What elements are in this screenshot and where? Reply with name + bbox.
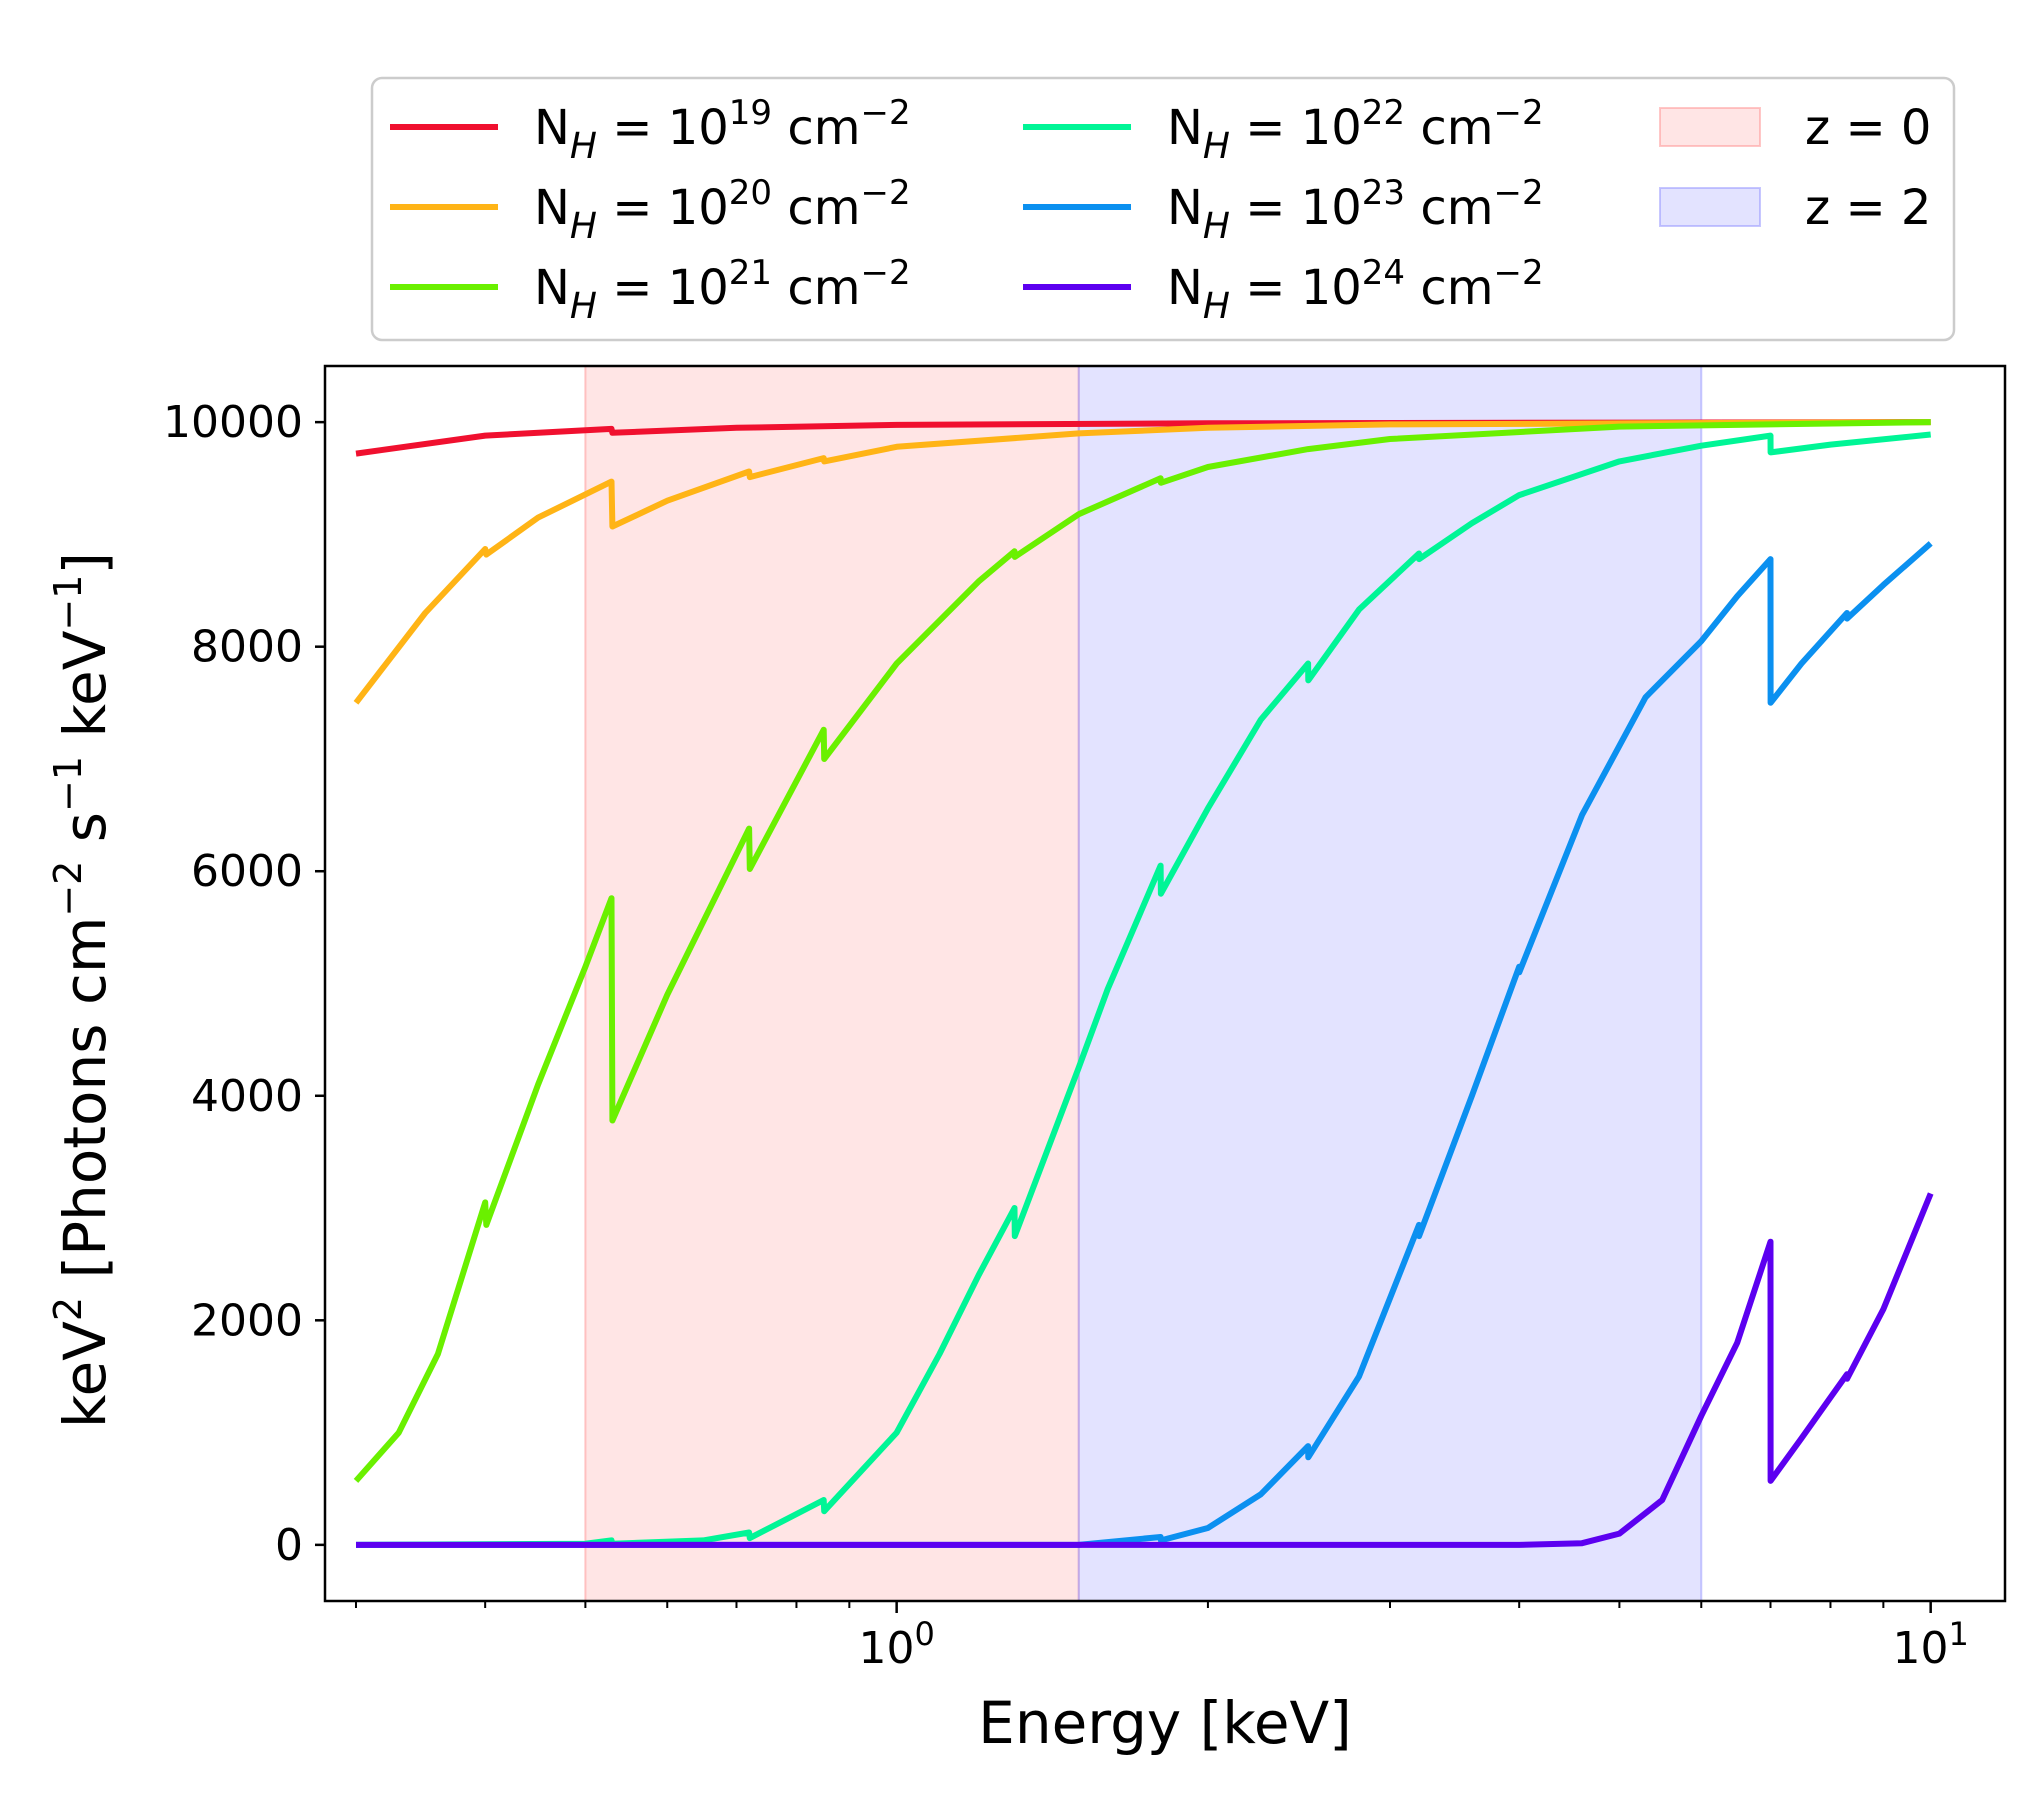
legend-label: NH = 1023 cm−2: [1167, 173, 1544, 247]
series-line-nh-1e23: [356, 541, 1933, 1548]
x-tick-label: 100: [858, 1615, 934, 1674]
legend-label: NH = 1019 cm−2: [534, 93, 911, 167]
plot-frame: [323, 364, 2007, 1603]
legend-label: NH = 1020 cm−2: [534, 173, 911, 247]
shaded-spans: [584, 365, 1703, 1602]
legend-span-swatch: [1659, 187, 1761, 227]
x-tick-label: 101: [1892, 1615, 1968, 1674]
legend-span-label: z = 2: [1805, 180, 1931, 236]
y-axis-label: keV2 [Photons cm−2 s−1 keV−1]: [46, 552, 119, 1428]
y-tick-label: 6000: [191, 846, 303, 897]
span-z0: [584, 365, 1080, 1602]
series-line-nh-1e24: [356, 1192, 1934, 1548]
series-line-nh-1e20: [353, 419, 1931, 705]
y-axis-ticks: 0 2000 4000 6000 8000 10000: [163, 397, 325, 1571]
series-line-nh-1e21: [353, 419, 1931, 1483]
y-tick-label: 4000: [191, 1071, 303, 1122]
y-tick-label: 0: [275, 1520, 303, 1571]
legend-label: NH = 1024 cm−2: [1167, 253, 1544, 327]
legend-label: NH = 1021 cm−2: [534, 253, 911, 327]
y-tick-label: 8000: [191, 622, 303, 673]
series-line-nh-1e22: [355, 431, 1932, 1548]
legend-frame: [370, 76, 1956, 342]
y-tick-label: 10000: [163, 397, 303, 448]
legend-label: NH = 1022 cm−2: [1167, 93, 1544, 167]
y-tick-label: 2000: [191, 1295, 303, 1346]
span-z2: [1077, 365, 1703, 1602]
x-axis-ticks: 100 101: [354, 1601, 1969, 1674]
legend-span-label: z = 0: [1805, 100, 1931, 156]
series-lines: [353, 419, 1934, 1548]
series-line-nh-1e19: [355, 419, 1931, 457]
legend-span-swatch: [1659, 107, 1761, 147]
x-axis-label: Energy [keV]: [978, 1689, 1352, 1757]
legend: NH = 1019 cm−2NH = 1020 cm−2NH = 1021 cm…: [370, 76, 1956, 342]
